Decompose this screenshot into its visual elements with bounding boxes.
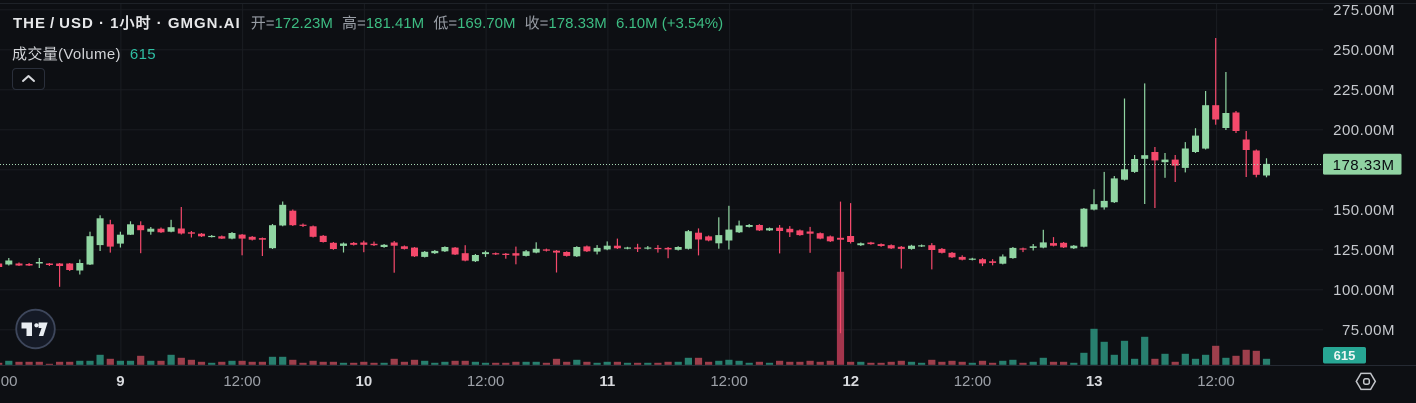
- svg-text:275.00M: 275.00M: [1333, 2, 1395, 19]
- svg-text:178.33M: 178.33M: [1333, 157, 1395, 174]
- svg-text:75.00M: 75.00M: [1342, 322, 1395, 339]
- svg-text:12:00: 12:00: [223, 373, 261, 390]
- svg-text:200.00M: 200.00M: [1333, 122, 1395, 139]
- svg-text:12:00: 12:00: [710, 373, 748, 390]
- svg-text:615: 615: [1334, 348, 1356, 363]
- svg-text:11: 11: [599, 373, 615, 390]
- svg-text:12:00: 12:00: [1197, 373, 1235, 390]
- svg-text:12:00: 12:00: [0, 373, 17, 390]
- svg-text:12:00: 12:00: [467, 373, 505, 390]
- svg-text:12: 12: [842, 373, 859, 390]
- svg-text:10: 10: [356, 373, 373, 390]
- svg-text:12:00: 12:00: [954, 373, 992, 390]
- svg-text:125.00M: 125.00M: [1333, 242, 1395, 259]
- svg-text:100.00M: 100.00M: [1333, 282, 1395, 299]
- svg-text:9: 9: [116, 373, 124, 390]
- svg-text:250.00M: 250.00M: [1333, 42, 1395, 59]
- svg-text:150.00M: 150.00M: [1333, 202, 1395, 219]
- svg-text:13: 13: [1086, 373, 1103, 390]
- svg-text:225.00M: 225.00M: [1333, 82, 1395, 99]
